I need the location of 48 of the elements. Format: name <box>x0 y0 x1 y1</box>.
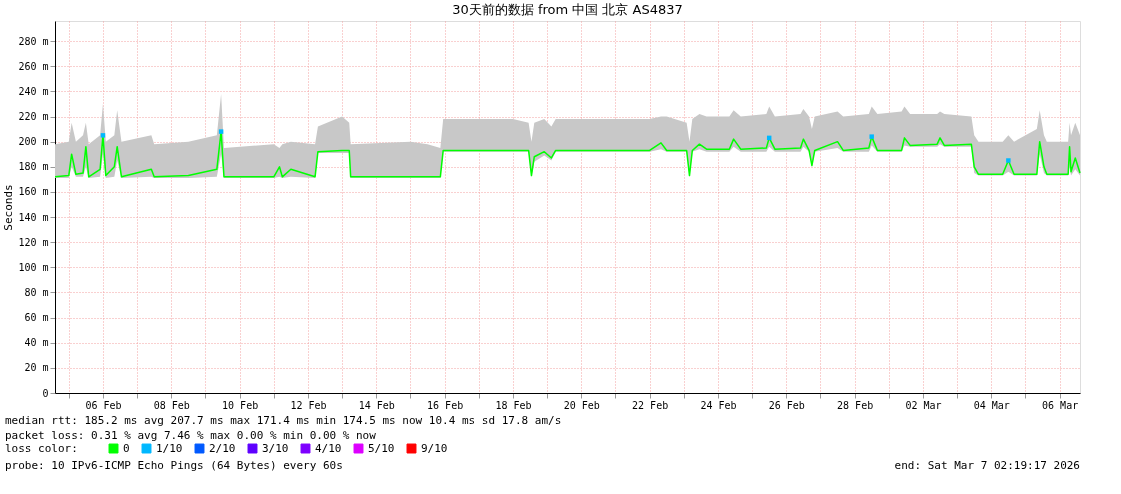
x-tick-label: 10 Feb <box>222 399 259 411</box>
x-tick-label: 06 Feb <box>85 399 122 411</box>
point <box>869 134 874 139</box>
y-tick-label: 60 m <box>24 312 49 324</box>
legend-label: 2/10 <box>209 441 236 455</box>
text: packet loss: 0.31 % avg 7.46 % max 0.00 % min 0.00 % now <box>5 429 377 442</box>
x-tick-label: 16 Feb <box>427 399 464 411</box>
y-tick-label: 260 m <box>18 60 49 72</box>
y-tick-label: 20 m <box>24 362 49 374</box>
legend-label: 1/10 <box>156 441 183 455</box>
text: end: Sat Mar 7 02:19:17 2026 <box>894 459 1080 472</box>
point <box>1006 158 1011 163</box>
y-tick-label: 240 m <box>18 85 49 97</box>
y-tick-label: 180 m <box>18 161 49 173</box>
y-tick-label: 100 m <box>18 261 49 273</box>
legend-label: 0 <box>123 441 130 455</box>
y-tick-label: 140 m <box>18 211 49 223</box>
x-tick-label: 20 Feb <box>563 399 600 411</box>
text: probe: 10 IPv6-ICMP Echo Pings (64 Bytes) every 60s <box>5 459 343 472</box>
y-tick-label: 160 m <box>18 186 49 198</box>
legend-label: 3/10 <box>262 441 289 455</box>
x-tick-label: 06 Mar <box>1042 399 1079 411</box>
y-tick-label: 120 m <box>18 236 49 248</box>
x-tick-label: 18 Feb <box>495 399 532 411</box>
y-tick-label: 280 m <box>18 35 49 47</box>
y-tick-label: 200 m <box>18 136 49 148</box>
y-tick-label: 40 m <box>24 337 49 349</box>
x-tick-label: 04 Mar <box>973 399 1010 411</box>
x-tick-label: 24 Feb <box>700 399 737 411</box>
x-tick-label: 12 Feb <box>290 399 327 411</box>
point <box>100 133 106 138</box>
y-axis-title: Seconds <box>2 184 16 231</box>
legend-label: 5/10 <box>368 441 395 455</box>
x-tick-label: 22 Feb <box>632 399 669 411</box>
chart-title: 30天前的数据 from 中国 北京 AS4837 <box>452 2 683 17</box>
y-tick-label: 220 m <box>18 111 49 123</box>
x-tick-label: 28 Feb <box>837 399 874 411</box>
legend-label: 4/10 <box>315 441 342 455</box>
y-tick-label: 0 <box>42 387 49 399</box>
legend-title: loss color: <box>5 442 78 455</box>
point <box>218 129 224 134</box>
x-tick-label: 08 Feb <box>153 399 190 411</box>
x-tick-label: 14 Feb <box>358 399 395 411</box>
x-tick-label: 02 Mar <box>905 399 942 411</box>
y-tick-label: 80 m <box>24 286 49 298</box>
legend-label: 9/10 <box>421 441 448 455</box>
x-tick-label: 26 Feb <box>768 399 805 411</box>
text: median rtt: 185.2 ms avg 207.7 ms max 171.4 ms min 174.5 ms now 10.4 ms sd 17.8 am/s <box>5 414 562 427</box>
